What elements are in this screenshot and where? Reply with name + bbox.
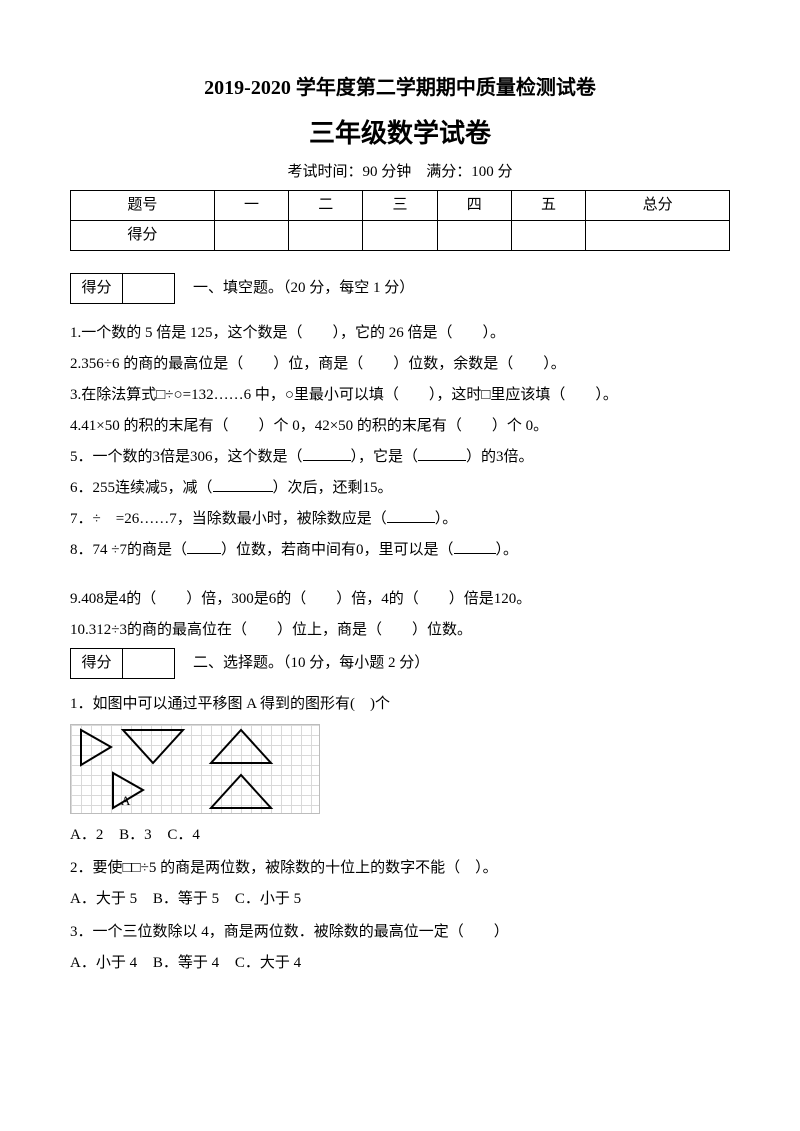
- section-2-title: 二、选择题。（10 分，每小题 2 分）: [193, 650, 429, 677]
- score-col-total: 总分: [586, 190, 730, 220]
- section-2-header: 得分 二、选择题。（10 分，每小题 2 分）: [70, 648, 730, 679]
- score-col-3: 三: [363, 190, 437, 220]
- q2-3-opt-c: C．大于 4: [235, 955, 301, 971]
- score-row-label: 得分: [71, 220, 215, 250]
- translation-figure: A: [70, 724, 320, 814]
- q1-8: 8．74 ÷7的商是（）位数，若商中间有0，里可以是（）。: [70, 537, 730, 564]
- q2-1-opt-c: C．4: [167, 827, 200, 843]
- q1-5: 5．一个数的3倍是306，这个数是（），它是（）的3倍。: [70, 444, 730, 471]
- section-1-box-blank: [123, 273, 175, 303]
- main-title-2: 三年级数学试卷: [70, 110, 730, 157]
- score-cell: [437, 220, 511, 250]
- section-1-score-box: 得分: [70, 273, 175, 304]
- exam-info: 考试时间：90 分钟 满分：100 分: [70, 159, 730, 186]
- q2-3-opt-a: A．小于 4: [70, 955, 137, 971]
- score-cell: [214, 220, 288, 250]
- q2-2: 2．要使□□÷5 的商是两位数，被除数的十位上的数字不能（ ）。: [70, 855, 730, 882]
- section-1-box-label: 得分: [71, 273, 123, 303]
- q2-3-opt-b: B．等于 4: [153, 955, 219, 971]
- q1-1: 1.一个数的 5 倍是 125，这个数是（ ），它的 26 倍是（ ）。: [70, 320, 730, 347]
- section-1-header: 得分 一、填空题。（20 分，每空 1 分）: [70, 273, 730, 304]
- q1-9: 9.408是4的（ ）倍，300是6的（ ）倍，4的（ ）倍是120。: [70, 586, 730, 613]
- q1-7: 7．÷ =26……7，当除数最小时，被除数应是（）。: [70, 506, 730, 533]
- score-cell: [586, 220, 730, 250]
- section-2-score-box: 得分: [70, 648, 175, 679]
- section-2-box-label: 得分: [71, 648, 123, 678]
- main-title-1: 2019-2020 学年度第二学期期中质量检测试卷: [70, 70, 730, 106]
- q1-3: 3.在除法算式□÷○=132……6 中，○里最小可以填（ ），这时□里应该填（ …: [70, 382, 730, 409]
- q1-2: 2.356÷6 的商的最高位是（ ）位，商是（ ）位数，余数是（ ）。: [70, 351, 730, 378]
- q1-6: 6．255连续减5，减（）次后，还剩15。: [70, 475, 730, 502]
- q2-2-opt-a: A．大于 5: [70, 891, 137, 907]
- score-col-5: 五: [511, 190, 585, 220]
- q2-1-opt-b: B．3: [119, 827, 152, 843]
- score-cell: [289, 220, 363, 250]
- figure-svg: [71, 725, 321, 815]
- q2-1-options: A．2 B．3 C．4: [70, 822, 730, 849]
- score-cell: [511, 220, 585, 250]
- section-2-box-blank: [123, 648, 175, 678]
- q1-4: 4.41×50 的积的末尾有（ ）个 0，42×50 的积的末尾有（ ）个 0。: [70, 413, 730, 440]
- score-col-2: 二: [289, 190, 363, 220]
- score-col-4: 四: [437, 190, 511, 220]
- figure-label-a: A: [121, 789, 130, 812]
- section-1-title: 一、填空题。（20 分，每空 1 分）: [193, 275, 414, 302]
- q1-10: 10.312÷3的商的最高位在（ ）位上，商是（ ）位数。: [70, 617, 730, 644]
- q2-1-opt-a: A．2: [70, 827, 103, 843]
- q2-3-options: A．小于 4 B．等于 4 C．大于 4: [70, 950, 730, 977]
- q2-2-options: A．大于 5 B．等于 5 C．小于 5: [70, 886, 730, 913]
- score-table: 题号 一 二 三 四 五 总分 得分: [70, 190, 730, 251]
- q2-2-opt-b: B．等于 5: [153, 891, 219, 907]
- score-cell: [363, 220, 437, 250]
- q2-1: 1．如图中可以通过平移图 A 得到的图形有( )个: [70, 691, 730, 718]
- q2-2-opt-c: C．小于 5: [235, 891, 301, 907]
- q2-3: 3．一个三位数除以 4，商是两位数．被除数的最高位一定（ ）: [70, 919, 730, 946]
- score-col-1: 一: [214, 190, 288, 220]
- score-col-label: 题号: [71, 190, 215, 220]
